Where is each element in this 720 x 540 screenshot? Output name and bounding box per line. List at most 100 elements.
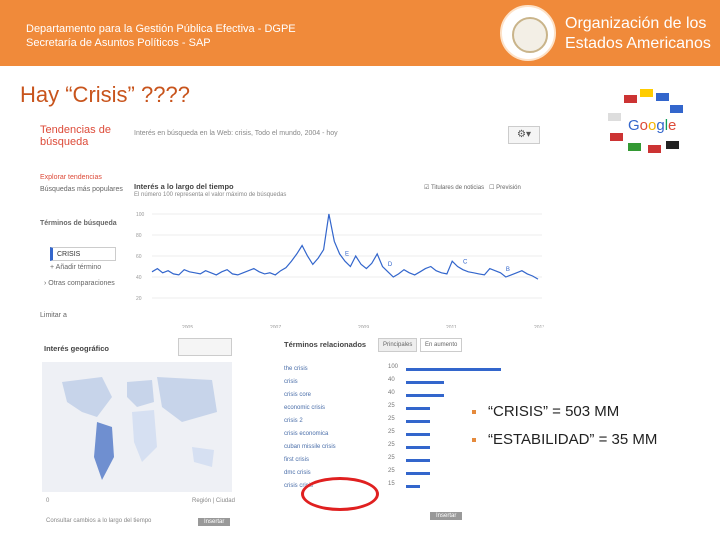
news-marker[interactable]: B — [506, 267, 510, 273]
related-term-link[interactable]: crisis — [284, 379, 298, 385]
x-tick-label: 2009 — [358, 325, 369, 328]
y-tick-label: 100 — [136, 212, 145, 218]
chart-subtitle: El número 100 representa el valor máximo… — [134, 192, 287, 198]
headlines-checkbox-label[interactable]: Titulares de noticias — [430, 185, 485, 191]
related-term-bar — [406, 459, 430, 462]
related-term-value: 25 — [388, 403, 395, 409]
add-term-link[interactable]: + Añadir término — [50, 264, 102, 271]
google-flags-logo: Google — [600, 85, 692, 161]
trend-line — [151, 213, 539, 280]
related-term-value: 25 — [388, 416, 395, 422]
bullet-list: “CRISIS” = 503 MM “ESTABILIDAD” = 35 MM — [472, 400, 657, 456]
city-label: Ciudad — [215, 498, 235, 504]
header-banner: Departamento para la Gestión Pública Efe… — [0, 0, 720, 66]
google-letter: e — [668, 117, 677, 134]
related-term-link[interactable]: crisis economica — [284, 431, 329, 437]
y-tick-label: 60 — [136, 254, 142, 260]
related-term-link[interactable]: crisis core — [284, 392, 312, 398]
x-tick-label: 2005 — [182, 325, 193, 328]
department-line: Departamento para la Gestión Pública Efe… — [26, 23, 296, 35]
bullet-icon — [472, 410, 476, 414]
related-term-link[interactable]: first crisis — [284, 457, 309, 463]
insert-button-related[interactable]: Insertar — [430, 512, 463, 520]
y-tick-label: 80 — [136, 233, 142, 239]
google-letter: o — [648, 117, 657, 134]
bullet-icon — [472, 438, 476, 442]
related-term-bar — [406, 368, 501, 371]
related-term-bar — [406, 407, 430, 410]
related-term-link[interactable]: economic crisis — [284, 405, 326, 411]
geo-title: Interés geográfico — [44, 344, 110, 353]
flag-icon — [610, 133, 623, 141]
related-term-bar — [406, 446, 430, 449]
limit-label: Limitar a — [40, 312, 67, 319]
x-tick-label: 2013 — [534, 325, 544, 328]
y-tick-label: 40 — [136, 275, 142, 281]
related-term-bar — [406, 381, 444, 384]
google-letter: o — [639, 117, 649, 134]
insert-button-map[interactable]: Insertar — [198, 518, 231, 526]
org-line-2: Estados Americanos — [565, 35, 711, 52]
gear-icon[interactable]: ⚙▾ — [508, 126, 540, 144]
related-term-value: 40 — [388, 377, 395, 383]
related-term-link[interactable]: dmc crisis — [284, 470, 311, 476]
tab-principales[interactable]: Principales — [378, 338, 418, 352]
related-term-bar — [406, 472, 430, 475]
news-marker[interactable]: D — [388, 262, 393, 268]
explore-link[interactable]: Explorar tendencias — [40, 174, 102, 181]
google-letter: G — [628, 117, 640, 134]
flag-icon — [640, 89, 653, 97]
secretariat-line: Secretaría de Asuntos Políticos - SAP — [26, 37, 211, 49]
related-term-value: 15 — [388, 481, 395, 487]
related-term-value: 40 — [388, 390, 395, 396]
related-term-bar — [406, 420, 430, 423]
related-term-value: 25 — [388, 442, 395, 448]
slide-title: Hay “Crisis” ???? — [20, 82, 190, 107]
other-comparisons-link[interactable]: › Otras comparaciones — [44, 280, 115, 287]
bullet-item: “CRISIS” = 503 MM — [472, 400, 657, 428]
search-term-crisis[interactable]: CRISIS — [50, 247, 116, 261]
flag-icon — [656, 93, 669, 101]
flag-icon — [628, 143, 641, 151]
department-text: Departamento para la Gestión Pública Efe… — [26, 22, 296, 50]
bullet-item: “ESTABILIDAD” = 35 MM — [472, 428, 657, 456]
google-letter: l — [664, 117, 669, 134]
popular-link[interactable]: Búsquedas más populares — [40, 186, 123, 193]
google-letter: g — [656, 117, 665, 134]
related-term-link[interactable]: crisis crisis — [284, 483, 313, 489]
bullet-text: “ESTABILIDAD” = 35 MM — [488, 431, 658, 448]
related-term-bar — [406, 394, 444, 397]
bullet-text: “CRISIS” = 503 MM — [488, 403, 620, 420]
flag-icon — [608, 113, 621, 121]
map-view-toggle[interactable] — [178, 338, 232, 356]
news-marker[interactable]: E — [345, 251, 349, 257]
trends-title-line-2: búsqueda — [40, 136, 89, 148]
google-logo-text: Google — [628, 117, 676, 134]
news-marker[interactable]: C — [463, 260, 468, 266]
tab-en-aumento[interactable]: En aumento — [420, 338, 463, 352]
related-term-link[interactable]: cuban missile crisis — [284, 444, 336, 450]
related-term-value: 25 — [388, 429, 395, 435]
org-name: Organización de los Estados Americanos — [565, 14, 711, 54]
flag-icon — [666, 141, 679, 149]
trends-title: Tendencias de búsqueda — [40, 124, 120, 148]
y-tick-label: 20 — [136, 296, 142, 302]
related-term-bar — [406, 433, 430, 436]
region-tab[interactable]: Región | Ciudad — [192, 498, 235, 504]
highlight-circle — [301, 477, 379, 511]
legend-min: 0 — [46, 498, 50, 504]
view-changes-link[interactable]: Consultar cambios a lo largo del tiempo — [46, 518, 152, 524]
chart-title: Interés a lo largo del tiempo — [134, 182, 234, 191]
world-map — [42, 362, 232, 492]
related-term-value: 25 — [388, 455, 395, 461]
query-text: Interés en búsqueda en la Web: crisis, T… — [134, 130, 338, 137]
forecast-checkbox-label[interactable]: Previsión — [496, 185, 521, 191]
org-line-1: Organización de los — [565, 15, 707, 32]
flag-icon — [648, 145, 661, 153]
related-term-value: 100 — [388, 364, 399, 370]
related-term-link[interactable]: the crisis — [284, 366, 308, 372]
flag-icon — [670, 105, 683, 113]
related-term-link[interactable]: crisis 2 — [284, 418, 303, 424]
x-tick-label: 2007 — [270, 325, 281, 328]
